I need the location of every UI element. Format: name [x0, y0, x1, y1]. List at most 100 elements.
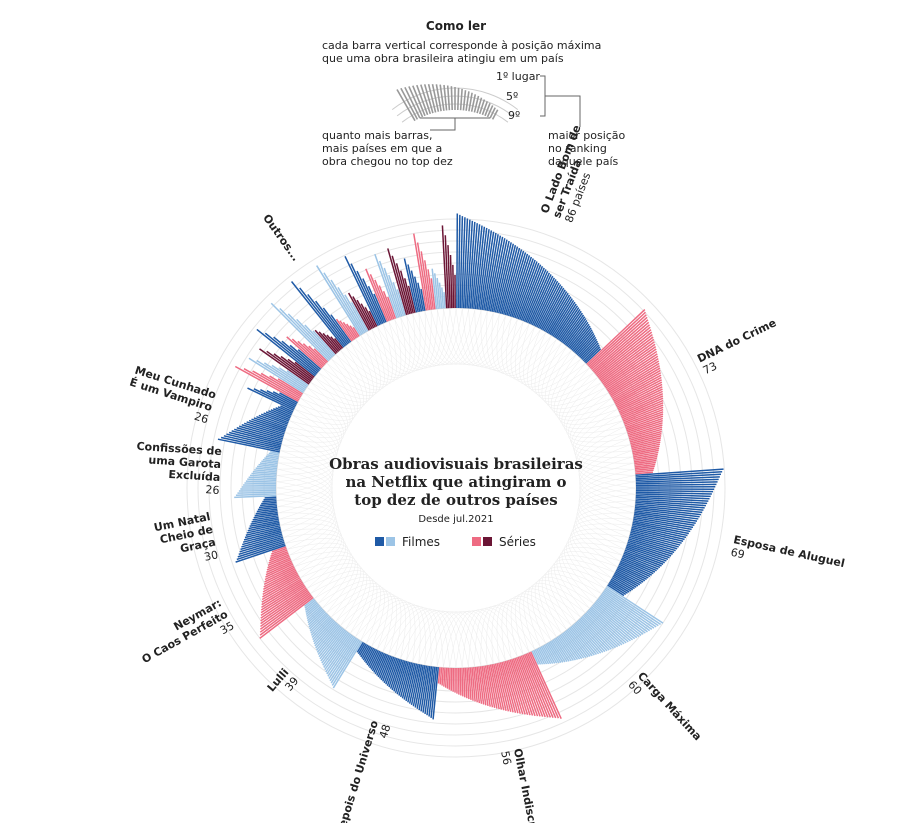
country-bar — [289, 344, 320, 372]
country-bar — [267, 454, 279, 458]
petal-line — [294, 555, 359, 618]
country-bar — [604, 588, 659, 627]
country-bar — [398, 661, 410, 696]
country-bar — [305, 603, 319, 615]
country-bar — [464, 667, 468, 699]
country-bar — [525, 270, 549, 323]
country-bar — [486, 235, 502, 311]
country-bar — [268, 410, 290, 421]
country-bar — [356, 641, 364, 653]
country-bar — [239, 425, 284, 440]
mini-bar — [431, 84, 440, 112]
country-bar — [319, 628, 345, 660]
country-bar — [452, 264, 455, 309]
petal-line — [573, 512, 635, 573]
country-bar — [502, 249, 523, 315]
country-bar — [635, 501, 705, 509]
petal-line — [574, 408, 636, 470]
country-bar — [256, 508, 278, 513]
petal-line — [382, 308, 444, 369]
petal-line — [569, 392, 633, 453]
country-bar — [635, 468, 724, 477]
country-bar — [592, 321, 650, 372]
country-bar — [559, 634, 579, 661]
country-bar — [635, 473, 722, 480]
country-bar — [523, 654, 552, 718]
country-bar — [560, 312, 583, 343]
country-bar — [635, 476, 720, 482]
petal-line — [578, 475, 636, 539]
country-bar — [399, 661, 411, 698]
country-bar — [530, 651, 562, 719]
country-bar — [496, 243, 515, 313]
country-bar — [448, 667, 451, 690]
country-bar — [462, 218, 469, 309]
work-countries-label: 26 — [205, 483, 220, 497]
country-bar — [238, 489, 277, 492]
country-bar — [307, 608, 324, 624]
petal-line — [310, 338, 374, 403]
country-bar — [246, 421, 285, 435]
center-subtitle: Desde jul.2021 — [418, 514, 493, 525]
country-bar — [269, 375, 303, 396]
country-bar — [416, 242, 429, 311]
country-bar — [360, 303, 375, 329]
petal-line — [349, 597, 411, 662]
petal-line — [551, 354, 616, 417]
country-bar — [264, 565, 294, 581]
country-bar — [576, 620, 606, 653]
country-bar — [264, 332, 317, 376]
petal-line — [276, 506, 338, 568]
country-bar — [609, 365, 660, 396]
country-bar — [279, 392, 298, 404]
country-bar — [531, 277, 555, 326]
petal-line — [527, 329, 591, 393]
country-bar — [244, 528, 281, 539]
country-bar — [253, 417, 287, 430]
petal-line — [294, 358, 358, 421]
country-bar — [579, 338, 598, 358]
country-bar — [494, 242, 512, 313]
country-bar — [244, 482, 277, 485]
country-bar — [523, 269, 547, 322]
country-bar — [635, 467, 655, 471]
petal-line — [538, 338, 602, 403]
country-bar — [549, 298, 573, 335]
country-bar — [306, 607, 323, 622]
mini-bar — [486, 105, 494, 118]
petal-line — [276, 500, 337, 562]
petal-line — [276, 493, 336, 556]
country-bar — [574, 622, 602, 654]
petal-line — [424, 611, 488, 666]
country-bar — [506, 660, 524, 715]
country-bar — [431, 268, 438, 310]
petal-line — [275, 487, 335, 550]
country-bar — [613, 374, 662, 402]
country-bar — [368, 310, 378, 327]
country-bar — [396, 289, 406, 316]
country-bar — [277, 378, 303, 395]
rank-note-line-3: daquele país — [548, 155, 619, 168]
petal-line — [291, 362, 356, 425]
country-bar — [582, 344, 600, 362]
petal-line — [474, 308, 536, 370]
country-bar — [441, 287, 445, 309]
country-bar — [603, 348, 657, 386]
country-bar — [556, 636, 574, 661]
country-bar — [506, 252, 527, 316]
country-bar — [322, 332, 340, 352]
petal-line — [455, 307, 518, 367]
country-bar — [624, 411, 664, 427]
country-bar — [486, 665, 496, 709]
petal-line — [279, 523, 343, 584]
country-bar — [334, 338, 344, 349]
country-bar — [356, 270, 382, 325]
legend-series-dark-swatch — [483, 537, 492, 546]
country-bar — [291, 338, 324, 368]
country-bar — [337, 286, 366, 334]
country-bar — [237, 491, 277, 494]
country-bar — [590, 606, 631, 642]
country-bar — [248, 521, 280, 530]
petal-line — [538, 573, 602, 638]
